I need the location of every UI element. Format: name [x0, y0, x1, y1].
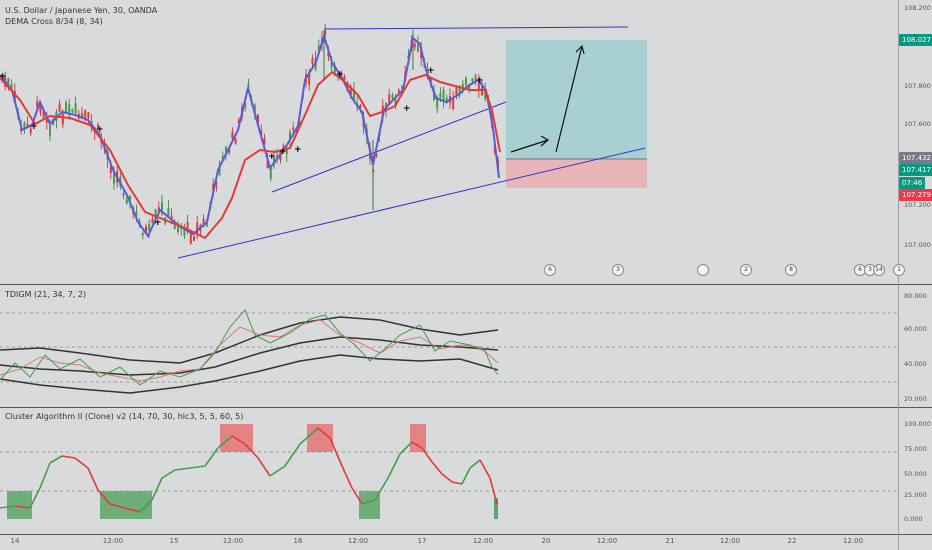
tdi-axis-label: 40.000: [904, 360, 927, 368]
pane-separator[interactable]: [0, 284, 932, 285]
time-label: 12:00: [472, 537, 494, 545]
time-label: 12:00: [222, 537, 244, 545]
time-label: 12:00: [102, 537, 124, 545]
tdi-axis-label: 60.000: [904, 325, 927, 333]
dema-slow-line[interactable]: [0, 70, 501, 240]
event-marker[interactable]: 14: [873, 264, 885, 276]
arrow-short[interactable]: [510, 139, 549, 153]
resistance-line[interactable]: [323, 26, 629, 30]
cross-marker-icon: +: [268, 152, 276, 162]
cross-marker-icon: +: [403, 104, 411, 114]
tdi-mid-band[interactable]: [0, 336, 499, 376]
cluster-axis-label: 75.000: [904, 445, 927, 453]
price-axis-label: 108.200: [904, 4, 931, 12]
event-marker[interactable]: 2: [740, 264, 752, 276]
time-label: 14: [10, 537, 20, 545]
time-label: 20: [541, 537, 551, 545]
target-zone[interactable]: [506, 40, 647, 159]
event-marker[interactable]: 8: [785, 264, 797, 276]
cross-marker-icon: +: [476, 76, 484, 86]
cross-marker-icon: +: [427, 66, 435, 76]
dema-cross-markers: ++ +++ + +++++: [0, 66, 484, 228]
time-label: 17: [417, 537, 427, 545]
cross-marker-icon: +: [336, 70, 344, 80]
cluster-oscillator-line[interactable]: [0, 427, 498, 513]
price-pane[interactable]: + + + + + + + + + + + U.S. Dollar / Japanese Yen, …: [0, 0, 932, 284]
cross-marker-icon: +: [30, 122, 38, 132]
time-label: 16: [293, 537, 303, 545]
cross-marker-icon: +: [294, 145, 302, 155]
cluster-axis-label: 50.000: [904, 470, 927, 478]
tdi-axis-label: 20.000: [904, 395, 927, 403]
target-price-tag: 108.027: [899, 34, 932, 46]
time-label: 21: [665, 537, 675, 545]
cluster-axis-label: 0.000: [904, 515, 923, 523]
entry-price-tag: 107.432: [899, 152, 932, 164]
cross-marker-icon: +: [279, 147, 287, 157]
pane-separator[interactable]: [0, 534, 932, 535]
price-axis-label: 107.600: [904, 120, 931, 128]
time-label: 22: [787, 537, 797, 545]
tdi-rsi-line[interactable]: [0, 309, 499, 386]
time-label: 12:00: [347, 537, 369, 545]
time-label: 12:00: [719, 537, 741, 545]
price-axis-label: 107.800: [904, 82, 931, 90]
time-label: 15: [169, 537, 179, 545]
price-axis-label: 107.000: [904, 241, 931, 249]
event-marker[interactable]: 1: [893, 264, 905, 276]
price-chart-svg: ++ +++ + +++++: [0, 23, 647, 259]
tdi-title[interactable]: TDIGM (21, 34, 7, 2): [5, 290, 87, 299]
cluster-axis-label: 100.000: [904, 420, 931, 428]
tdi-lower-band[interactable]: [0, 354, 499, 394]
cluster-pane[interactable]: Cluster Algorithm II (Clone) v2 (14, 70,…: [0, 408, 932, 534]
last-price-tag: 107.417: [899, 164, 932, 176]
stop-price-tag: 107.279: [899, 189, 932, 201]
cross-marker-icon: +: [96, 125, 104, 135]
cluster-title[interactable]: Cluster Algorithm II (Clone) v2 (14, 70,…: [5, 412, 244, 421]
stop-zone[interactable]: [506, 159, 647, 188]
time-label: 12:00: [842, 537, 864, 545]
main-indicator-title[interactable]: DEMA Cross 8/34 (8, 34): [5, 17, 103, 26]
bar-countdown-tag: 07:46: [899, 177, 926, 189]
event-marker[interactable]: 6: [544, 264, 556, 276]
cross-marker-icon: +: [0, 72, 7, 82]
event-marker[interactable]: 3: [612, 264, 624, 276]
time-label: 12:00: [596, 537, 618, 545]
support-line[interactable]: [177, 147, 646, 259]
pane-separator[interactable]: [0, 407, 932, 408]
event-marker[interactable]: [697, 264, 709, 276]
price-axis-label: 107.200: [904, 201, 931, 209]
tdi-pane[interactable]: TDIGM (21, 34, 7, 2): [0, 285, 932, 407]
cluster-chart-svg: [0, 424, 898, 519]
upper-channel-line[interactable]: [271, 101, 507, 193]
cluster-axis-label: 25.000: [904, 491, 927, 499]
symbol-title[interactable]: U.S. Dollar / Japanese Yen, 30, OANDA: [5, 6, 158, 15]
tdi-signal-line[interactable]: [0, 319, 499, 382]
cross-marker-icon: +: [154, 218, 162, 228]
tdi-chart-svg: [0, 309, 898, 394]
dema-fast-line[interactable]: [0, 32, 500, 238]
candlestick-series: [1, 23, 499, 245]
tdi-axis-label: 80.000: [904, 292, 927, 300]
arrow-long[interactable]: [555, 45, 583, 153]
